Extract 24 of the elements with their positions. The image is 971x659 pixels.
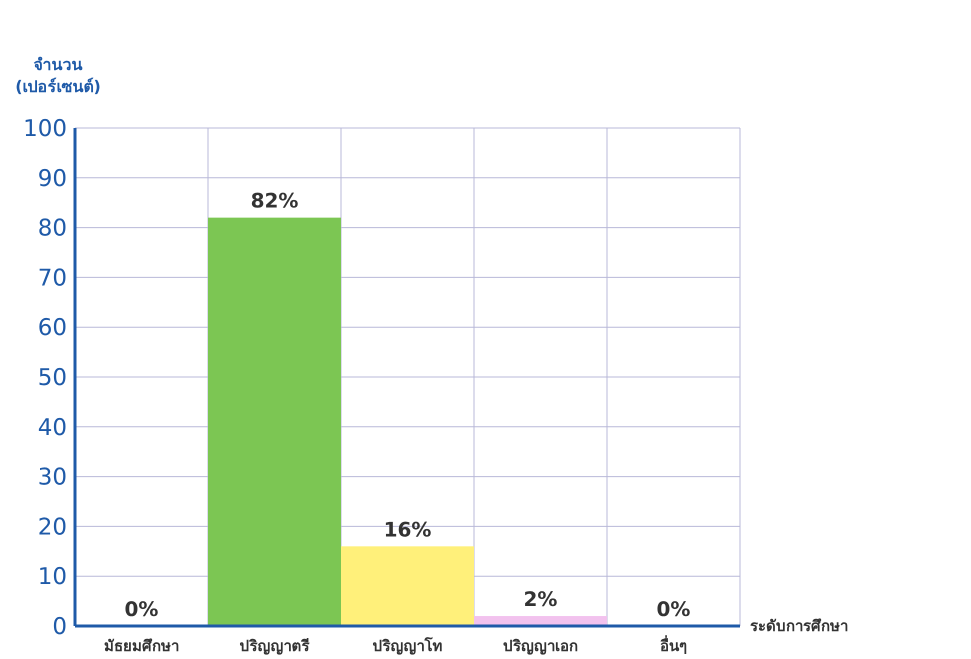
ytick: 90 bbox=[38, 166, 67, 192]
value-label: 0% bbox=[656, 597, 690, 621]
xtick: ปริญญาตรี bbox=[240, 637, 310, 655]
ytick: 70 bbox=[38, 265, 67, 292]
ytick: 40 bbox=[38, 414, 67, 441]
value-label: 2% bbox=[524, 587, 558, 612]
ytick: 50 bbox=[38, 365, 67, 391]
value-label: 0% bbox=[124, 597, 158, 621]
xtick: ปริญญาโท bbox=[372, 637, 442, 655]
ylabel: (เปอร์เซนต์) bbox=[15, 77, 101, 96]
xtick: มัธยมศึกษา bbox=[104, 637, 179, 655]
xlabel: ระดับการศึกษา bbox=[750, 617, 848, 635]
value-label: 82% bbox=[250, 188, 298, 213]
ytick: 60 bbox=[38, 315, 67, 342]
ytick: 80 bbox=[38, 216, 67, 242]
ylabel: จำนวน bbox=[34, 55, 82, 74]
ytick: 10 bbox=[38, 564, 67, 590]
ytick: 30 bbox=[38, 464, 67, 491]
xtick: อื่นๆ bbox=[660, 637, 687, 655]
value-label: 16% bbox=[384, 517, 432, 542]
ytick: 0 bbox=[52, 614, 67, 640]
ytick: 20 bbox=[38, 514, 67, 540]
xtick: ปริญญาเอก bbox=[503, 637, 578, 655]
ytick: 100 bbox=[23, 116, 67, 142]
